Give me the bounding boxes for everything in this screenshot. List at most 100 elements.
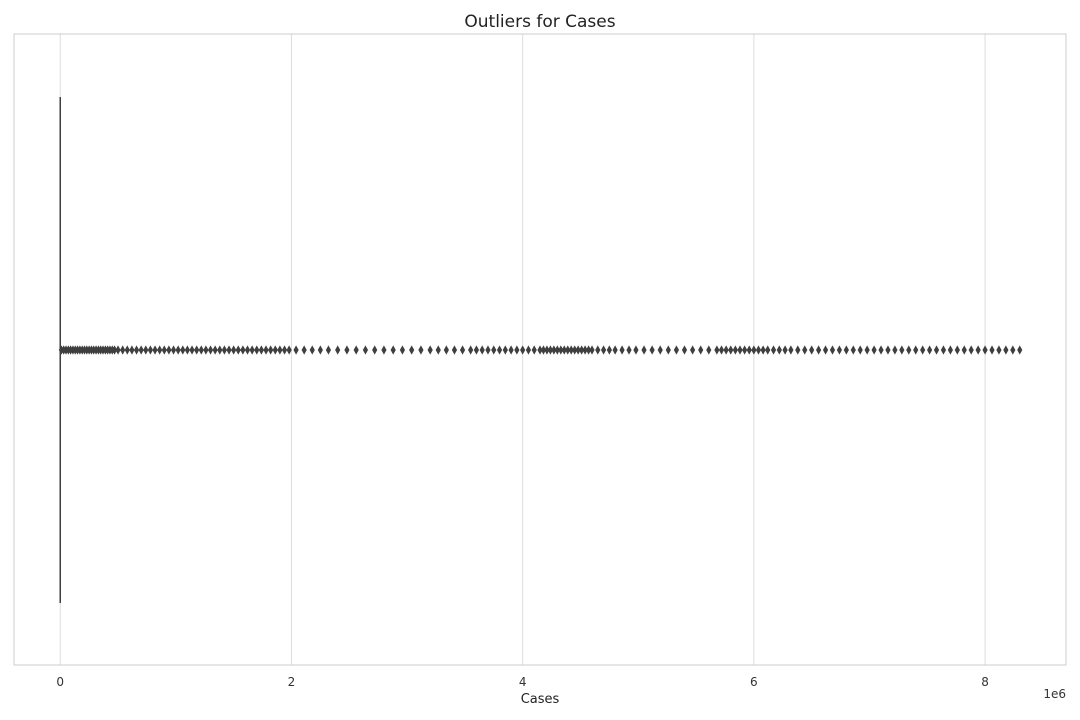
outlier-point bbox=[240, 345, 246, 355]
outlier-point bbox=[612, 345, 618, 355]
x-axis-offset-label: 1e6 bbox=[1043, 687, 1066, 701]
outlier-point bbox=[568, 345, 574, 355]
outlier-point bbox=[665, 345, 671, 355]
outlier-point bbox=[491, 345, 497, 355]
outlier-point bbox=[399, 345, 406, 355]
outlier-point bbox=[231, 345, 237, 355]
outlier-point bbox=[263, 345, 269, 355]
outlier-point bbox=[344, 345, 350, 355]
outlier-point bbox=[427, 345, 433, 355]
outlier-point bbox=[325, 345, 332, 355]
outlier-point bbox=[335, 345, 341, 355]
outlier-point bbox=[649, 345, 655, 355]
x-tick-label-1: 2 bbox=[288, 675, 296, 689]
outlier-point bbox=[537, 345, 543, 355]
outlier-point bbox=[418, 345, 424, 355]
outlier-point bbox=[203, 345, 209, 355]
outlier-point bbox=[451, 345, 458, 355]
outlier-point bbox=[600, 345, 607, 355]
outlier-point bbox=[689, 345, 696, 355]
outlier-point bbox=[372, 345, 378, 355]
outlier-point bbox=[207, 345, 214, 355]
outlier-point bbox=[409, 345, 415, 355]
outlier-point bbox=[626, 345, 632, 355]
outlier-point bbox=[226, 345, 232, 355]
outlier-point bbox=[836, 345, 843, 355]
outlier-point bbox=[133, 345, 140, 355]
outlier-point bbox=[277, 345, 283, 355]
outlier-point bbox=[857, 345, 863, 355]
x-tick-label-2: 4 bbox=[519, 675, 527, 689]
outlier-point bbox=[864, 345, 870, 355]
outlier-point bbox=[281, 345, 288, 355]
outlier-point bbox=[309, 345, 315, 355]
outlier-point bbox=[673, 345, 680, 355]
outlier-point bbox=[353, 345, 359, 355]
outlier-point bbox=[989, 345, 995, 355]
outlier-point bbox=[111, 345, 118, 355]
outlier-point bbox=[544, 345, 550, 355]
outlier-point bbox=[293, 345, 299, 355]
outlier-point bbox=[554, 345, 560, 355]
outlier-point bbox=[317, 345, 323, 355]
x-tick-label-4: 8 bbox=[981, 675, 989, 689]
outlier-point bbox=[633, 345, 639, 355]
outlier-point bbox=[940, 345, 947, 355]
outlier-point bbox=[770, 345, 777, 355]
outlier-point bbox=[975, 345, 981, 355]
outlier-point bbox=[802, 345, 808, 355]
outlier-point bbox=[850, 345, 856, 355]
outlier-point bbox=[198, 345, 204, 355]
outlier-point bbox=[728, 345, 734, 355]
outlier-point bbox=[473, 345, 480, 355]
outlier-point bbox=[619, 345, 625, 355]
outlier-point bbox=[718, 345, 725, 355]
outlier-point bbox=[221, 345, 227, 355]
outlier-point bbox=[540, 345, 547, 355]
outlier-point bbox=[765, 345, 771, 355]
outlier-point bbox=[920, 345, 926, 355]
outlier-point bbox=[147, 345, 154, 355]
outlier-point bbox=[175, 345, 181, 355]
outlier-point bbox=[184, 345, 191, 355]
outlier-point bbox=[502, 345, 508, 355]
outlier-point bbox=[732, 345, 738, 355]
outlier-point bbox=[194, 345, 200, 355]
outlier-point bbox=[508, 345, 514, 355]
outlier-point bbox=[788, 345, 794, 355]
outlier-point bbox=[565, 345, 571, 355]
outlier-point bbox=[435, 345, 441, 355]
outlier-point bbox=[1017, 345, 1023, 355]
outlier-point bbox=[547, 345, 554, 355]
outlier-point bbox=[561, 345, 567, 355]
outlier-point bbox=[961, 345, 967, 355]
outlier-point bbox=[706, 345, 712, 355]
outlier-point bbox=[899, 345, 905, 355]
outlier-point bbox=[829, 345, 836, 355]
outlier-point bbox=[982, 345, 988, 355]
outlier-point bbox=[579, 345, 585, 355]
outlier-point bbox=[589, 345, 595, 355]
outlier-point bbox=[892, 345, 898, 355]
outlier-point bbox=[1003, 345, 1009, 355]
outlier-point bbox=[152, 345, 158, 355]
outlier-point bbox=[301, 345, 307, 355]
outlier-point bbox=[1010, 345, 1016, 355]
outlier-point bbox=[947, 345, 953, 355]
outlier-point bbox=[244, 345, 251, 355]
outlier-point bbox=[585, 345, 592, 355]
outlier-point bbox=[254, 345, 260, 355]
outlier-point bbox=[681, 345, 688, 355]
outlier-point bbox=[737, 345, 743, 355]
outlier-point bbox=[933, 345, 940, 355]
x-tick-label-3: 6 bbox=[750, 675, 758, 689]
outlier-point bbox=[479, 345, 485, 355]
outlier-point bbox=[809, 345, 815, 355]
outlier-point bbox=[381, 345, 387, 355]
outlier-point bbox=[954, 345, 960, 355]
outlier-point bbox=[606, 345, 612, 355]
outlier-point bbox=[157, 345, 163, 355]
outlier-point bbox=[268, 345, 274, 355]
outlier-point bbox=[714, 345, 720, 355]
outlier-point bbox=[525, 345, 532, 355]
